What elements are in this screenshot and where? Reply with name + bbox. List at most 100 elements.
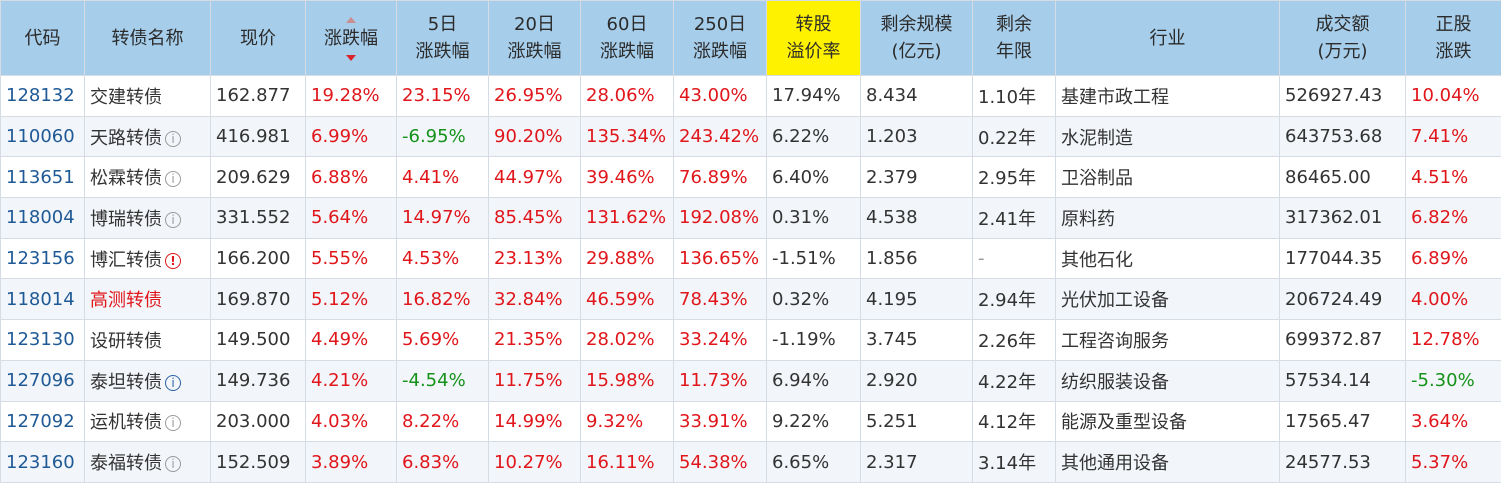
cell-name[interactable]: 高测转债 [84,278,211,321]
bond-name-link[interactable]: 高测转债 [90,290,162,312]
header-industry[interactable]: 行业 [1055,0,1280,76]
header-code-line1: 代码 [24,27,61,49]
header-stock[interactable]: 正股 涨跌 [1405,0,1501,76]
table-row[interactable]: 123156 博汇转债! 166.200 5.55% 4.53% 23.13% 29.88%… [0,237,1501,280]
bond-name-link[interactable]: 运机转债 [90,412,162,434]
bond-name-link[interactable]: 交建转债 [90,86,162,108]
header-price[interactable]: 现价 [210,0,306,76]
cell-d5: 5.69% [396,319,489,361]
header-premium[interactable]: 转股 溢价率 [766,0,861,76]
header-d60[interactable]: 60日 涨跌幅 [580,0,674,76]
info-icon[interactable]: i [165,211,181,228]
header-years[interactable]: 剩余 年限 [972,0,1056,76]
bond-name-link[interactable]: 泰福转债 [90,453,162,475]
bond-name-link[interactable]: 博汇转债 [90,249,162,271]
cell-years: 2.41年 [972,197,1056,239]
cell-d5: -6.95% [396,115,489,158]
table-row[interactable]: 118014 高测转债 169.870 5.12% 16.82% 32.84% 46.59%… [0,278,1501,321]
cell-size: 4.538 [860,197,973,239]
info-icon[interactable]: i [165,456,181,473]
cell-code[interactable]: 110060 [0,115,85,158]
cell-name[interactable]: 交建转债 [84,75,211,117]
cell-size: 3.745 [860,319,973,361]
cell-price: 162.877 [210,75,306,117]
header-turnover[interactable]: 成交额 (万元) [1279,0,1406,76]
cell-code[interactable]: 123156 [0,237,85,280]
cell-change: 5.55% [305,237,397,280]
cell-d20: 10.27% [488,441,581,483]
cell-d20: 44.97% [488,156,581,199]
cell-d20: 85.45% [488,197,581,239]
cell-name[interactable]: 天路转债 i [84,115,211,158]
cell-code[interactable]: 128132 [0,75,85,117]
cell-code[interactable]: 113651 [0,156,85,199]
header-years-line2: 年限 [996,41,1032,62]
bond-name-link[interactable]: 松霖转债 [90,168,162,190]
table-row[interactable]: 110060 天路转债 i 416.981 6.99% -6.95% 90.20% 135.3… [0,115,1501,158]
table-row[interactable]: 127096 泰坦转债 i 149.736 4.21% -4.54% 11.75% 15.98… [0,359,1501,402]
sort-asc-icon[interactable] [346,16,356,23]
sort-desc-icon[interactable] [346,54,356,61]
header-d5-line2: 涨跌幅 [415,41,470,62]
bond-name-link[interactable]: 泰坦转债 [90,371,162,393]
cell-name[interactable]: 运机转债 i [84,400,211,443]
cell-size: 2.317 [860,441,973,483]
cell-d250: 76.89% [673,156,767,199]
cell-d60: 16.11% [580,441,674,483]
header-change-label: 涨跌幅 [324,16,378,61]
cell-stock: 3.64% [1405,400,1501,443]
table-row[interactable]: 118004 博瑞转债 i 331.552 5.64% 14.97% 85.45% 131.6… [0,197,1501,239]
cell-d5: 4.53% [396,237,489,280]
table-row[interactable]: 123160 泰福转债 i 152.509 3.89% 6.83% 10.27% 16.11%… [0,441,1501,483]
header-size[interactable]: 剩余规模 (亿元) [860,0,973,76]
cell-industry: 其他通用设备 [1055,441,1280,483]
bond-name-link[interactable]: 设研转债 [90,330,162,352]
bond-name-link[interactable]: 博瑞转债 [90,208,162,230]
info-icon[interactable]: i [165,415,181,432]
header-turnover-line1: 成交额 [1315,14,1370,35]
cell-code[interactable]: 118014 [0,278,85,321]
cell-code[interactable]: 123130 [0,319,85,361]
table-row[interactable]: 123130 设研转债 149.500 4.49% 5.69% 21.35% 28.02% 3… [0,319,1501,361]
warning-icon[interactable]: ! [165,252,181,269]
cell-d20: 21.35% [488,319,581,361]
cell-name[interactable]: 松霖转债 i [84,156,211,199]
cell-d20: 26.95% [488,75,581,117]
cell-industry: 卫浴制品 [1055,156,1280,199]
cell-name[interactable]: 泰坦转债 i [84,359,211,402]
header-change[interactable]: 涨跌幅 [305,0,397,76]
cell-change: 6.88% [305,156,397,199]
cell-code[interactable]: 127092 [0,400,85,443]
cell-d5: 8.22% [396,400,489,443]
table-row[interactable]: 128132 交建转债 162.877 19.28% 23.15% 26.95% 28.06… [0,75,1501,117]
cell-code[interactable]: 123160 [0,441,85,483]
table-row[interactable]: 113651 松霖转债 i 209.629 6.88% 4.41% 44.97% 39.46%… [0,156,1501,199]
cell-size: 2.379 [860,156,973,199]
header-d250-line2: 涨跌幅 [693,41,747,62]
cell-name[interactable]: 设研转债 [84,319,211,361]
cell-d5: 14.97% [396,197,489,239]
bond-name-link[interactable]: 天路转债 [90,127,162,149]
header-d5[interactable]: 5日 涨跌幅 [396,0,489,76]
info-icon[interactable]: i [165,374,181,391]
info-icon[interactable]: i [165,171,181,188]
cell-stock: 4.51% [1405,156,1501,199]
cell-name[interactable]: 博瑞转债 i [84,197,211,239]
header-premium-line2: 溢价率 [786,41,841,62]
cell-code[interactable]: 118004 [0,197,85,239]
table-row[interactable]: 127092 运机转债 i 203.000 4.03% 8.22% 14.99% 9.32% 3… [0,400,1501,443]
cell-name[interactable]: 泰福转债 i [84,441,211,483]
header-code[interactable]: 代码 [0,0,85,76]
cell-turnover: 643753.68 [1279,115,1406,158]
header-name[interactable]: 转债名称 [84,0,211,76]
cell-code[interactable]: 127096 [0,359,85,402]
cell-change: 5.12% [305,278,397,321]
info-icon[interactable]: i [165,130,181,147]
header-d250[interactable]: 250日 涨跌幅 [673,0,767,76]
cell-price: 166.200 [210,237,306,280]
cell-turnover: 699372.87 [1279,319,1406,361]
cell-name[interactable]: 博汇转债! [84,237,211,280]
header-d20[interactable]: 20日 涨跌幅 [488,0,581,76]
cell-d60: 9.32% [580,400,674,443]
